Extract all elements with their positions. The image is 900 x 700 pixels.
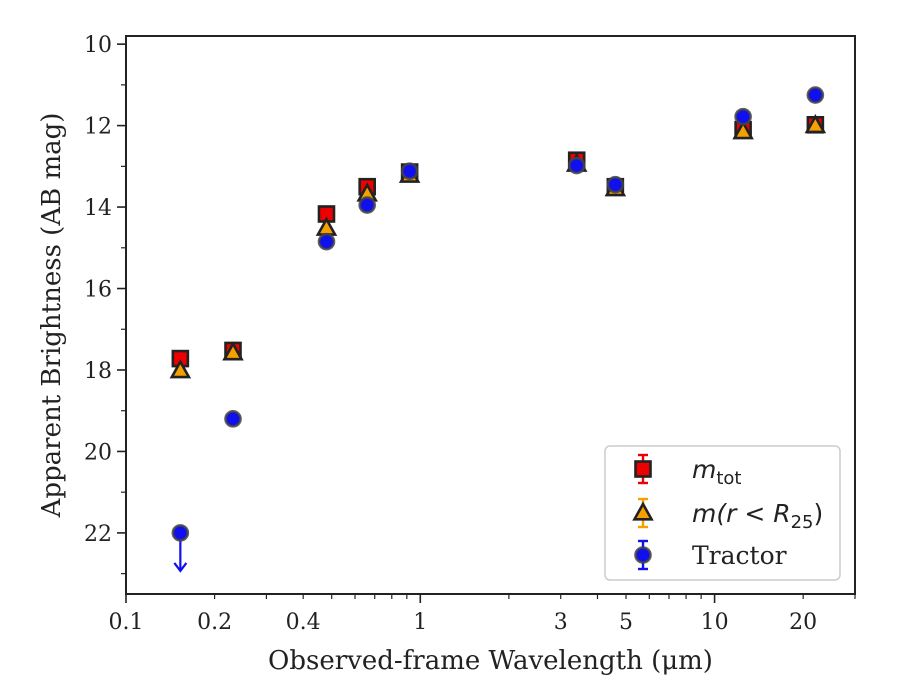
data-point	[804, 113, 827, 134]
legend-entry: Tractor	[634, 539, 787, 571]
x-tick-label: 20	[789, 610, 817, 635]
data-marks	[169, 86, 827, 573]
x-tick-label: 10	[701, 610, 729, 635]
y-tick-label: 18	[84, 359, 112, 384]
legend-label: mtot	[692, 455, 742, 489]
data-point	[606, 175, 625, 194]
data-point	[171, 524, 190, 542]
legend-entry: m(r < R25)	[632, 497, 823, 533]
data-point	[567, 156, 586, 175]
data-point	[169, 359, 192, 379]
data-point	[358, 196, 376, 214]
data-point	[222, 341, 244, 361]
x-tick-label: 1	[413, 610, 427, 635]
y-tick-label: 20	[84, 440, 112, 465]
data-point	[400, 162, 419, 181]
upper-limit-arrow	[173, 562, 188, 573]
x-tick-label: 0.2	[197, 610, 232, 635]
y-tick-label: 16	[84, 278, 112, 303]
legend-box	[604, 445, 841, 581]
legend-label: Tractor	[692, 541, 787, 570]
series-mtot	[171, 115, 825, 368]
legend-marker	[634, 460, 652, 478]
x-tick-label: 0.1	[109, 610, 144, 635]
y-tick-label: 10	[84, 33, 112, 58]
y-tick-label: 12	[84, 115, 112, 140]
y-axis-title: Apparent Brightness (AB mag)	[37, 113, 67, 519]
series-tractor	[171, 86, 825, 573]
y-tick-label: 22	[84, 522, 112, 547]
x-tick-label: 5	[619, 610, 633, 635]
plot-frame	[125, 35, 856, 595]
x-tick-label: 3	[554, 610, 568, 635]
legend-entry: mtot	[634, 453, 742, 489]
x-tick-label: 0.4	[286, 610, 321, 635]
data-point	[317, 232, 336, 251]
legend: mtot m(r < R25) Tractor	[604, 445, 841, 581]
data-point	[732, 120, 754, 140]
y-axis: 10 12 14 16 18 20 22	[84, 33, 126, 575]
data-point	[734, 107, 752, 126]
series-m-r25	[169, 113, 827, 379]
y-tick-label: 14	[84, 196, 112, 221]
data-point	[806, 86, 825, 104]
legend-marker	[634, 546, 652, 564]
x-axis: 0.1 0.2 0.4 1 3 5 10 20	[109, 594, 856, 635]
legend-label: m(r < R25)	[692, 499, 823, 533]
legend-marker	[632, 501, 654, 521]
x-axis-title: Observed-frame Wavelength (μm)	[268, 646, 713, 676]
data-point	[224, 410, 242, 428]
